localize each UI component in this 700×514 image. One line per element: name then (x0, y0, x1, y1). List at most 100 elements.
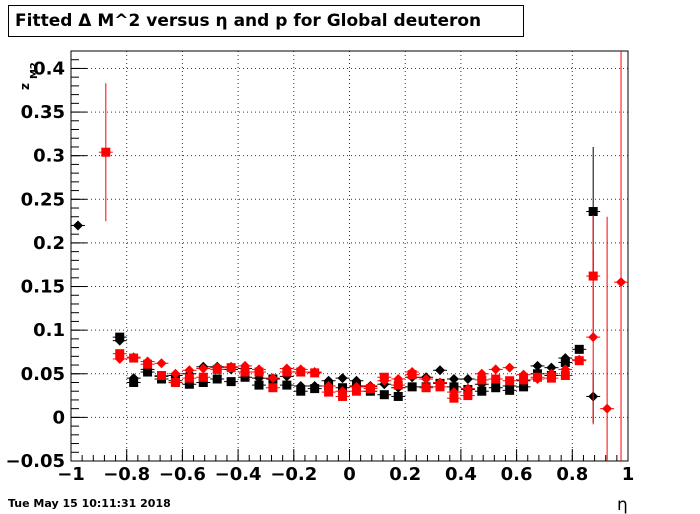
data-point-square (240, 372, 250, 382)
data-point-diamond (560, 364, 571, 375)
x-tick-label: −0.2 (270, 464, 317, 485)
data-point-square (379, 390, 389, 400)
data-point-diamond (448, 374, 459, 384)
data-point-diamond (546, 362, 557, 373)
data-point-diamond (267, 373, 278, 384)
title-box: Fitted Δ M^2 versus η and p for Global d… (8, 5, 524, 37)
data-point-diamond (128, 373, 139, 384)
x-tick-label: −0.6 (159, 464, 206, 485)
data-point-square (519, 375, 529, 385)
data-point-square (519, 382, 529, 392)
data-point-diamond (295, 380, 306, 391)
data-point-square (588, 207, 598, 217)
data-point-diamond (476, 368, 487, 379)
data-point-square (240, 367, 250, 377)
data-point-diamond (323, 375, 334, 386)
series-diamond-red (112, 51, 628, 461)
y-axis-title: z M2 (18, 62, 40, 90)
data-point-diamond (532, 360, 543, 371)
data-point-square (115, 349, 125, 359)
data-point-square (449, 382, 459, 392)
x-tick-label: −0.8 (103, 464, 150, 485)
data-point-square (463, 391, 473, 401)
x-axis-title: η (617, 495, 628, 514)
data-point-square (101, 147, 111, 157)
data-point-diamond (379, 375, 390, 386)
data-point-diamond (323, 380, 334, 391)
data-points (71, 51, 628, 461)
grid (71, 51, 628, 461)
data-point-diamond (156, 358, 167, 369)
data-point-diamond (560, 353, 571, 364)
data-point-diamond (588, 332, 599, 343)
data-point-diamond (435, 377, 446, 388)
data-point-diamond (616, 277, 627, 288)
data-point-diamond (574, 354, 585, 365)
data-point-square (491, 383, 501, 393)
x-tick-label: −1 (57, 464, 85, 485)
data-point-diamond (532, 374, 543, 384)
data-point-diamond (351, 381, 362, 392)
data-point-square (477, 375, 487, 385)
y-tick-label: 0.05 (21, 364, 65, 385)
y-tick-label: 0.4 (33, 58, 65, 79)
data-point-diamond (490, 364, 501, 375)
data-point-diamond (309, 367, 320, 378)
y-tick-label: 0.2 (33, 233, 65, 254)
data-point-diamond (170, 368, 181, 379)
data-point-diamond (504, 362, 515, 373)
data-point-square (477, 386, 487, 396)
data-point-square (574, 344, 584, 354)
x-tick-label: 0 (343, 464, 356, 485)
data-point-diamond (114, 353, 125, 364)
data-point-square (491, 374, 501, 384)
tick-labels: −1 −0.8 −0.6 −0.4 −0.2 0 0.2 0.4 0.6 0.8 1 −0.05 0 0.… (6, 58, 635, 485)
data-point-diamond (281, 363, 292, 374)
data-point-diamond (421, 374, 432, 384)
x-tick-label: −0.4 (215, 464, 262, 485)
data-point-square (212, 374, 222, 384)
y-tick-label: 0.25 (21, 189, 65, 210)
data-point-square (296, 386, 306, 396)
y-axis-title-main: z (18, 83, 32, 90)
data-point-diamond (337, 386, 348, 397)
data-point-diamond (295, 364, 306, 375)
data-point-diamond (393, 374, 404, 384)
data-point-diamond (184, 365, 195, 376)
data-point-diamond (226, 361, 237, 372)
data-point-diamond (253, 364, 264, 375)
data-point-diamond (114, 335, 125, 346)
data-point-square (421, 383, 431, 393)
data-point-diamond (337, 373, 348, 384)
data-point-diamond (518, 369, 529, 380)
data-point-diamond (435, 365, 446, 376)
y-axis-title-sub: M2 (29, 62, 40, 79)
axis-ticks (70, 50, 629, 462)
y-tick-label: 0.15 (21, 277, 65, 298)
timestamp: Tue May 15 10:11:31 2018 (8, 497, 171, 510)
data-point-diamond (72, 220, 83, 231)
data-point-diamond (546, 368, 557, 379)
data-point-diamond (462, 383, 473, 394)
data-point-square (170, 377, 180, 387)
data-point-square (184, 379, 194, 389)
y-tick-label: 0 (52, 407, 65, 428)
data-point-diamond (448, 387, 459, 398)
data-point-diamond (309, 380, 320, 391)
y-tick-label: 0.3 (33, 146, 65, 167)
data-point-square (282, 380, 292, 390)
data-point-square (184, 373, 194, 383)
data-point-diamond (212, 362, 223, 373)
x-tick-label: 1 (622, 464, 635, 485)
x-tick-label: 0.2 (389, 464, 421, 485)
data-point-diamond (240, 360, 251, 371)
data-point-square (268, 383, 278, 393)
data-point-square (393, 380, 403, 390)
svg-text:zM2: z M2 (18, 62, 40, 90)
data-point-diamond (407, 367, 418, 378)
chart-title: Fitted Δ M^2 versus η and p for Global d… (15, 11, 482, 31)
data-point-diamond (128, 352, 139, 363)
data-point-square (505, 376, 515, 386)
data-point-diamond (142, 356, 153, 367)
